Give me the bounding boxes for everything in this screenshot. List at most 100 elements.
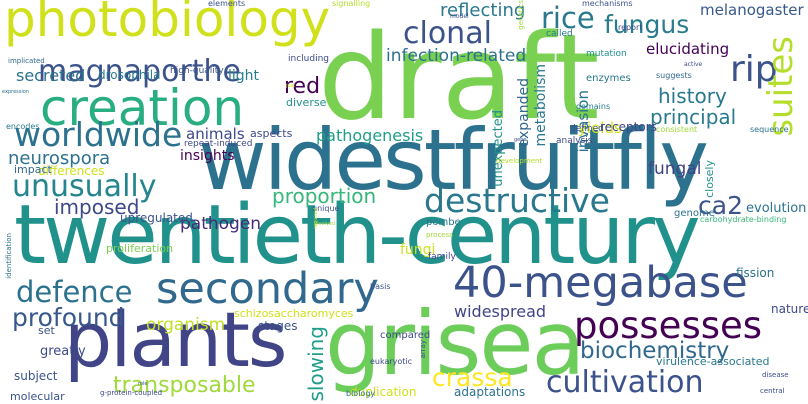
word-transposable: transposable	[113, 373, 256, 398]
word-active: active	[684, 61, 703, 68]
word-clonal: clonal	[403, 16, 492, 51]
word-process: process	[426, 231, 453, 239]
word-array: array	[419, 340, 427, 359]
word-secreted: secreted	[16, 66, 86, 85]
word-unexpected: unexpected	[491, 110, 506, 187]
word-widespread: widespread	[454, 302, 547, 321]
word-pathogenesis: pathogenesis	[316, 126, 424, 145]
word-suggests: suggests	[656, 71, 692, 80]
word-expression: expression	[2, 89, 29, 95]
word-unique: unique	[312, 204, 340, 213]
word-gene: gene	[514, 137, 527, 143]
word-molecular: molecular	[10, 390, 65, 403]
word-organism: organism	[146, 315, 226, 335]
word-model: model	[450, 13, 469, 20]
word-diverse: diverse	[286, 96, 327, 109]
word-pombe: pombe	[426, 217, 461, 228]
word-impact: impact	[14, 163, 52, 176]
word-yields: yields	[578, 119, 622, 137]
word-greatly: greatly	[40, 344, 86, 359]
word-virulence-associated: virulence-associated	[656, 355, 770, 368]
word-just: just	[286, 83, 296, 89]
word-eukaryotic: eukaryotic	[370, 357, 413, 366]
word-signalling: signalling	[332, 0, 371, 8]
word-widestfruitfly: widestfruitfly	[198, 111, 709, 209]
word-analysis: analysis	[556, 136, 593, 146]
word-role: role	[138, 381, 148, 387]
word-adaptations: adaptations	[454, 385, 526, 399]
word-pathogen: pathogen	[180, 214, 262, 234]
word-compared: compared	[380, 330, 431, 341]
word-involved: involved	[314, 221, 336, 227]
word-nature: nature	[771, 302, 808, 316]
word-receptors: receptors	[600, 120, 657, 134]
word-cultivation: cultivation	[546, 365, 704, 400]
word-draft: draft	[318, 8, 600, 146]
word-stages: stages	[258, 319, 298, 333]
word-twentieth-century: twentieth-century	[14, 188, 701, 283]
word-biochemistry: biochemistry	[580, 338, 730, 364]
word-rice: rice	[541, 1, 595, 35]
word-ca2: ca2	[698, 191, 743, 220]
word-unusually: unusually	[12, 169, 157, 204]
word-identification: identification	[5, 233, 13, 279]
word-defined: defined	[570, 124, 604, 134]
word-basis: basis	[370, 282, 391, 291]
word-secondary: secondary	[156, 264, 379, 314]
word-duplication: duplication	[350, 385, 417, 399]
word-rip: rip	[730, 49, 778, 90]
word-sequence: sequence	[750, 125, 789, 134]
word-evolution: evolution	[746, 201, 807, 216]
word-fungus: fungus	[604, 10, 690, 39]
word-principal: principal	[650, 105, 737, 129]
word-g-protein-coupled: g-protein-coupled	[100, 389, 163, 397]
word-family: family	[428, 252, 456, 262]
word-grisea: grisea	[325, 292, 585, 395]
word-encodes: encodes	[6, 122, 40, 131]
word-carbohydrate-binding: carbohydrate-binding	[700, 215, 787, 224]
word-proportion: proportion	[272, 184, 377, 208]
word-infection-related: infection-related	[386, 46, 527, 66]
word-suites: suites	[761, 36, 801, 137]
word-schizosaccharomyces: schizosaccharomyces	[234, 307, 354, 320]
word-drosophila: drosophila	[98, 68, 161, 82]
word-upregulated: upregulated	[120, 211, 193, 225]
word-defence: defence	[16, 275, 133, 309]
word-creation: creation	[40, 79, 245, 137]
word-possesses: possesses	[574, 304, 763, 347]
word-development: development	[496, 157, 543, 165]
word-red: red	[284, 74, 321, 99]
word-called: called	[546, 29, 573, 39]
word-elements: elements	[208, 0, 246, 8]
word-closely: closely	[703, 160, 716, 198]
word-elucidating: elucidating	[646, 40, 730, 58]
word-imposed: imposed	[54, 195, 140, 219]
word-report: report	[618, 23, 643, 32]
word-enzymes: enzymes	[586, 73, 631, 84]
word-worldwide: worldwide	[14, 115, 183, 154]
word-light: light	[228, 68, 260, 84]
word-profound: profound	[12, 303, 125, 332]
word-mechanisms: mechanisms	[582, 0, 633, 8]
word-animals: animals	[186, 125, 245, 143]
word-genome: genome	[674, 208, 715, 219]
word-biology: biology	[346, 389, 376, 398]
word-differences: differences	[38, 164, 105, 178]
word-reflecting: reflecting	[440, 0, 526, 21]
word-slowing: slowing	[304, 326, 328, 402]
word-crassa: crassa	[432, 363, 513, 392]
word-domains: domains	[576, 102, 611, 111]
word-fungal: fungal	[648, 159, 702, 179]
word-history: history	[658, 84, 727, 108]
word-aspects: aspects	[250, 127, 293, 140]
word-40-megabase: 40-megabase	[453, 258, 748, 308]
word-plants: plants	[64, 295, 287, 384]
word-including: including	[288, 54, 329, 64]
word-metabolism: metabolism	[533, 64, 549, 147]
word-photobiology: photobiology	[4, 0, 331, 48]
word-mutation: mutation	[586, 49, 627, 59]
word-genetics: genetics	[517, 0, 525, 30]
word-subject: subject	[14, 369, 58, 383]
word-fission: fission	[736, 266, 775, 280]
